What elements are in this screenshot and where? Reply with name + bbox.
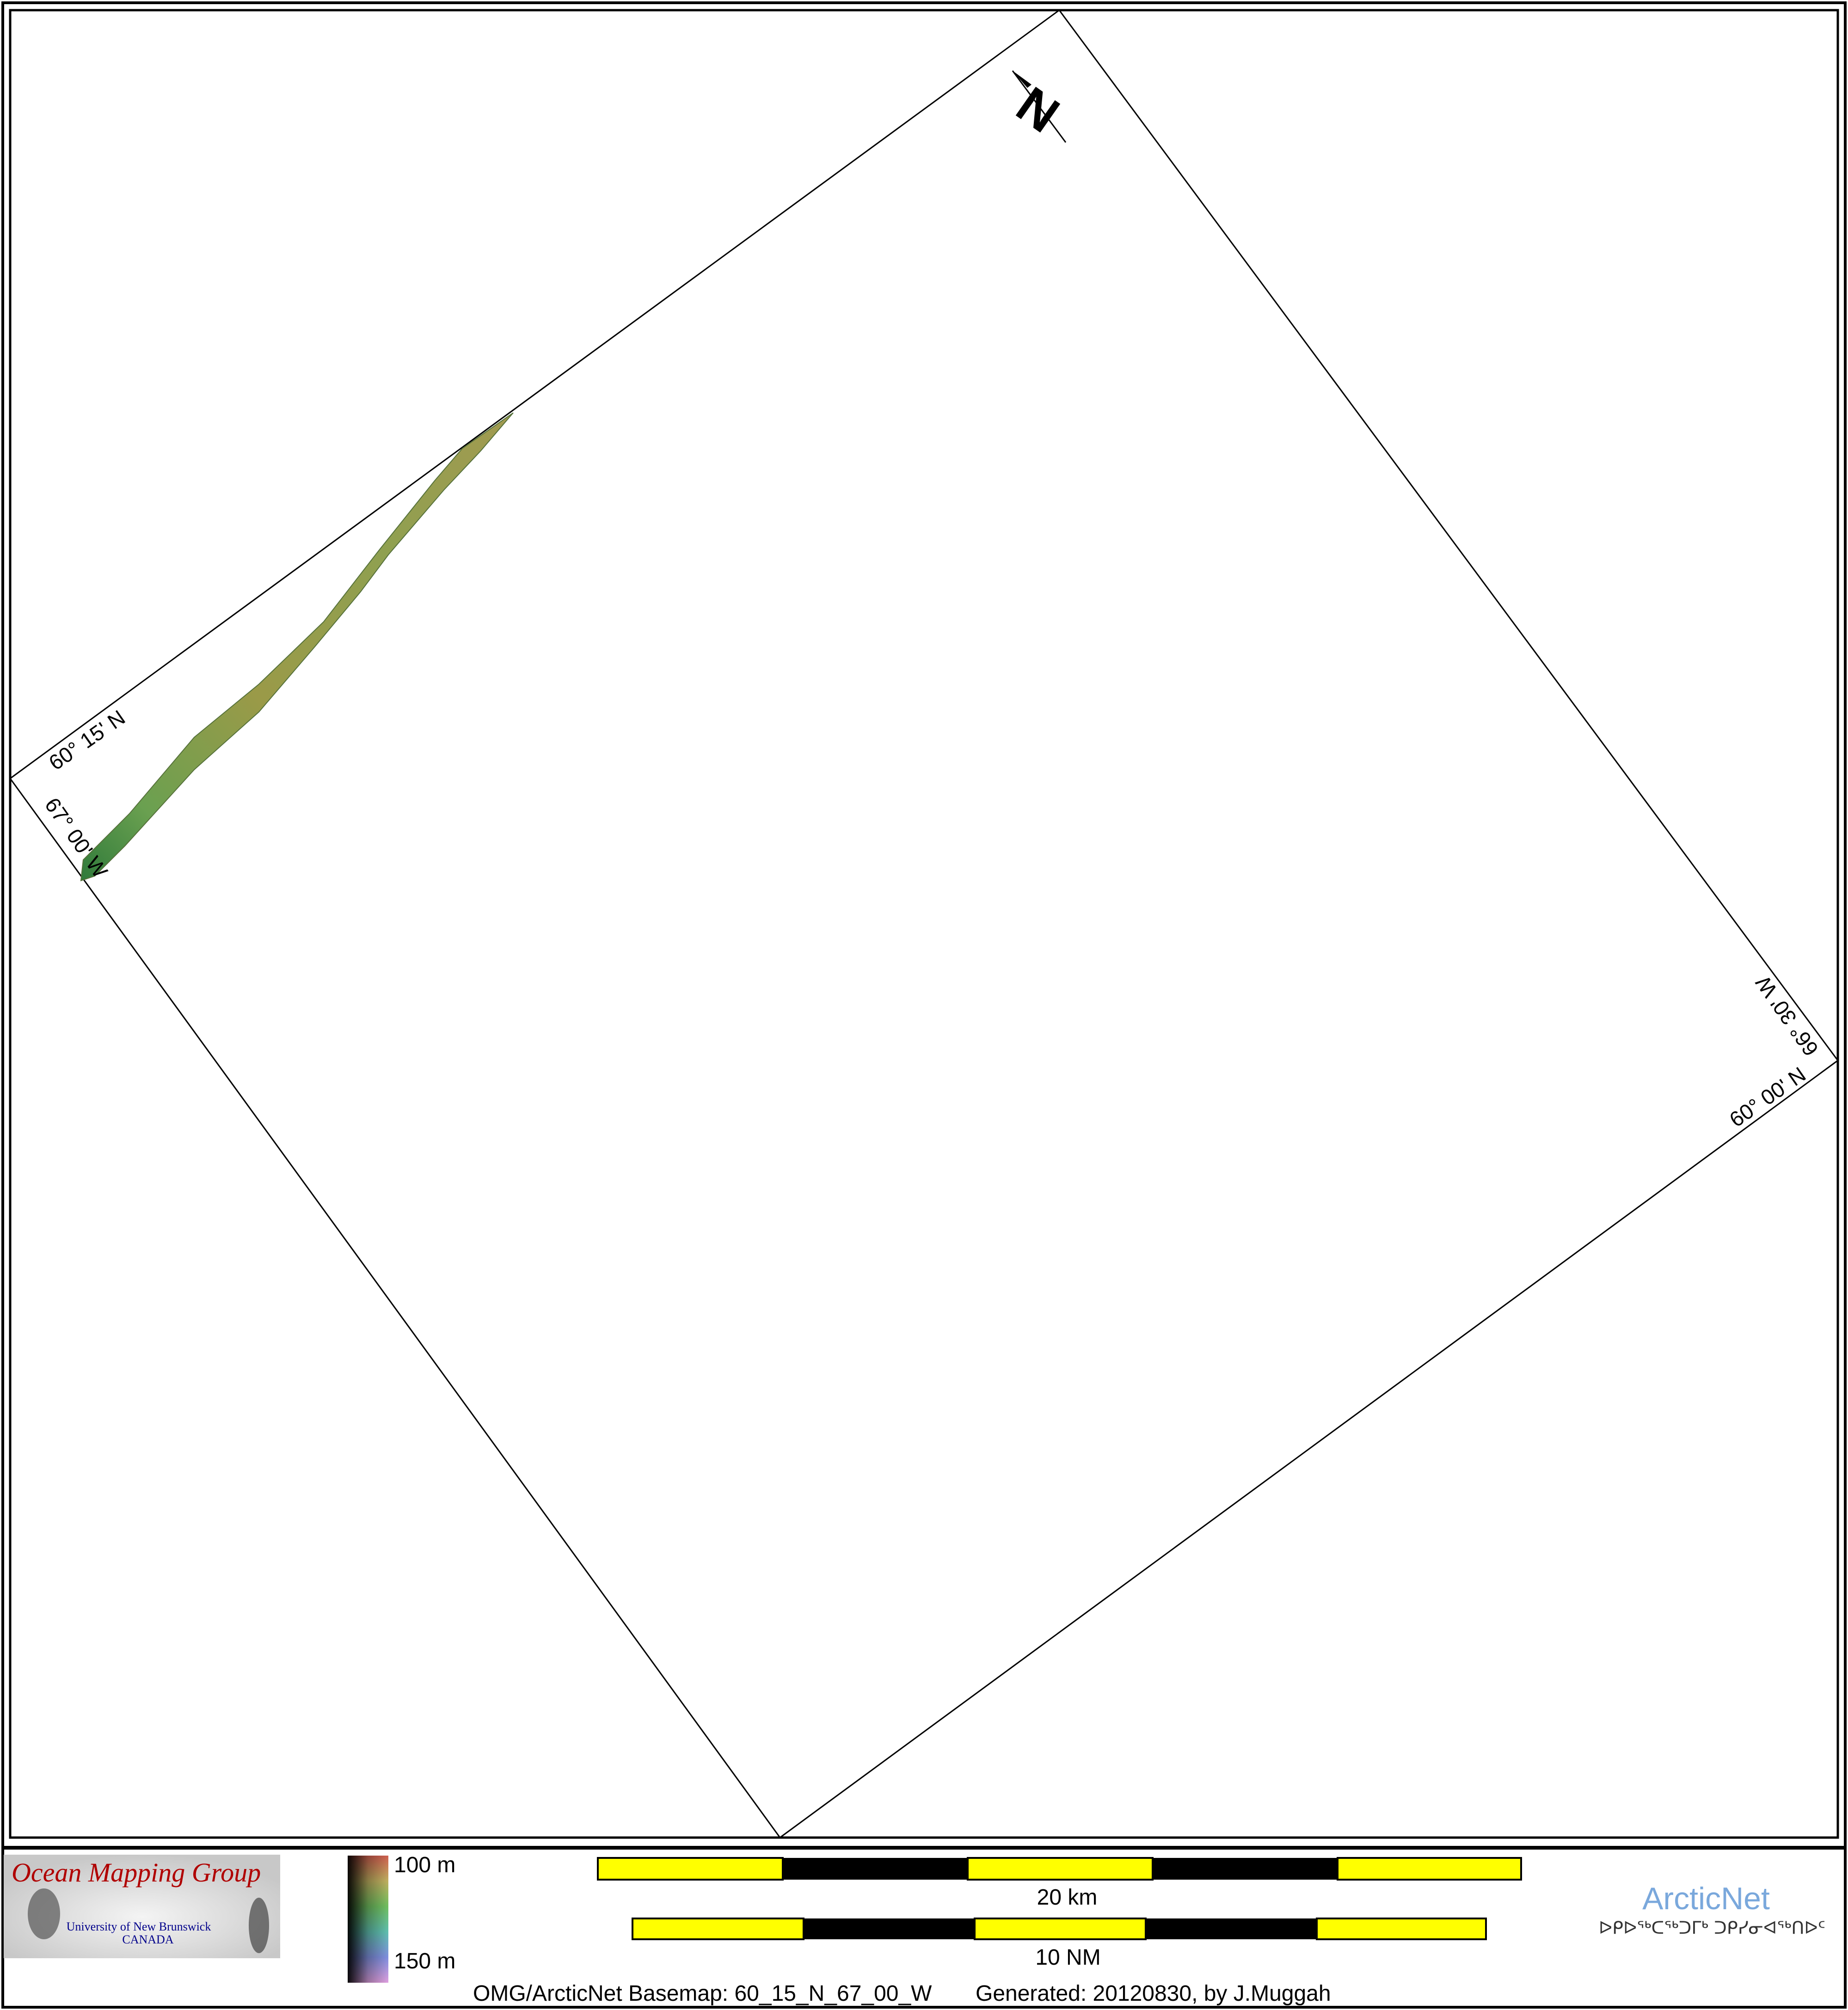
arcticnet-name: ArcticNet (1642, 1881, 1770, 1916)
depth-max-label: 150 m (394, 1949, 455, 1973)
arcticnet-syllabics: ᐅᑭᐅᖅᑕᖅᑐᒥᒃ ᑐᑭᓯᓂᐊᖅᑎᐅᑦ (1599, 1918, 1825, 1938)
omg-logo-country: CANADA (122, 1933, 173, 1946)
bathymetry-swath (80, 412, 514, 882)
map-sheet-boundary (9, 9, 1839, 1839)
depth-colorbar: 100 m 150 m (348, 1853, 455, 1983)
omg-logo: Ocean Mapping Group University of New Br… (4, 1855, 280, 1958)
scale-bar-nm: 10 NM (632, 1918, 1487, 1970)
scale-nm-label: 10 NM (1035, 1945, 1100, 1970)
footer-basemap: OMG/ArcticNet Basemap: 60_15_N_67_00_W (473, 1981, 932, 2006)
arcticnet-logo: ArcticNet ᐅᑭᐅᖅᑕᖅᑐᒥᒃ ᑐᑭᓯᓂᐊᖅᑎᐅᑦ (1599, 1881, 1825, 1938)
depth-min-label: 100 m (394, 1853, 455, 1877)
scale-bar-km: 20 km (597, 1857, 1522, 1910)
scale-km-label: 20 km (1037, 1885, 1098, 1910)
omg-logo-title: Ocean Mapping Group (12, 1857, 261, 1887)
footer-generated: Generated: 20120830, by J.Muggah (976, 1981, 1331, 2006)
map-frame (9, 9, 1839, 1839)
omg-logo-university: University of New Brunswick (67, 1920, 211, 1933)
